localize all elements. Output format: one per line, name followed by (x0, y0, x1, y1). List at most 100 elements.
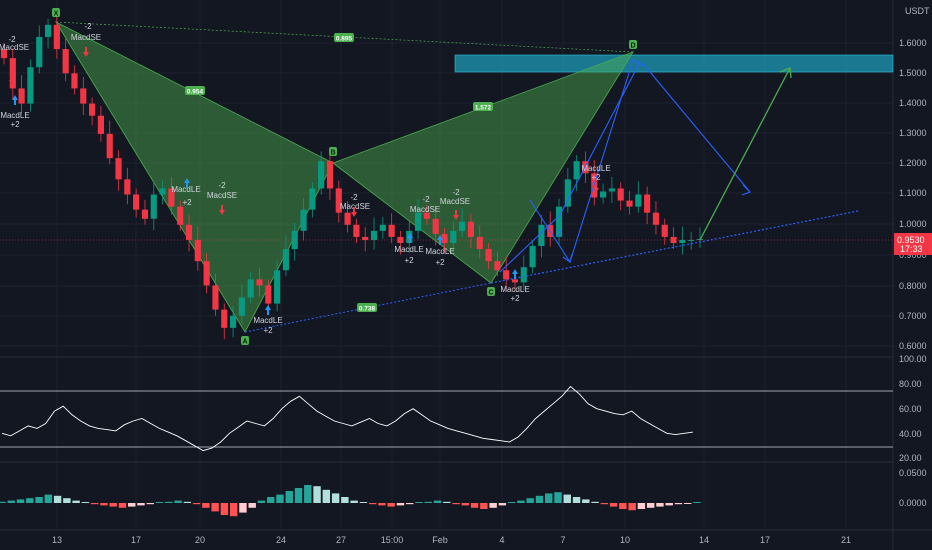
time-tick-label: 20 (195, 535, 205, 545)
candle-body (379, 224, 386, 231)
rsi-tick-label: 20.00 (899, 453, 922, 463)
macd-bar (582, 499, 590, 503)
macd-bar (646, 503, 655, 508)
candle-body (238, 297, 245, 316)
macd-bar (359, 502, 368, 503)
candle-body (635, 194, 642, 207)
price-tag-box (894, 233, 932, 255)
candle-body (221, 309, 228, 328)
candle-body (62, 49, 69, 74)
candle-body (600, 191, 607, 198)
candle-body (494, 261, 501, 271)
price-tick-label: 1.5000 (899, 68, 927, 78)
long-signal-label: MacdLE (500, 285, 529, 294)
short-signal-arrow (9, 75, 15, 85)
macd-bar (0, 501, 6, 503)
long-signal-label: MacdLE (253, 316, 282, 325)
short-signal-arrow (453, 210, 459, 220)
macd-bar (684, 503, 692, 504)
macd-bar (16, 499, 25, 503)
macd-bar (378, 503, 386, 506)
pattern-point-badge (487, 287, 495, 296)
rsi-line[interactable] (1, 385, 694, 452)
long-signal-label: +2 (10, 120, 20, 129)
price-tick-label: 1.1000 (899, 188, 927, 198)
rsi-tick-label: 60.00 (899, 404, 922, 414)
candle-body (27, 67, 34, 104)
macd-bar (545, 493, 553, 503)
price-tick-label: 0.8000 (899, 281, 927, 291)
long-signal-arrow (437, 235, 443, 245)
candle-body (203, 261, 210, 286)
candle-body (670, 236, 677, 243)
macd-bar (304, 485, 312, 503)
short-signal-label: MacdSE (410, 205, 440, 214)
candle-body (370, 230, 378, 240)
macd-bar (44, 494, 53, 503)
candle-body (53, 24, 60, 50)
long-signal-arrow (184, 178, 190, 188)
macd-bar (192, 503, 201, 505)
candle-body (688, 239, 695, 241)
candles-layer (0, 15, 704, 340)
long-signal-label: MacdLE (171, 185, 200, 194)
candle-body (450, 230, 457, 243)
candle-body (106, 133, 113, 159)
candle-body (679, 239, 686, 243)
price-tick-label: 0.6000 (899, 341, 927, 351)
long-signal-label: +2 (435, 258, 445, 267)
macd-bar (90, 503, 99, 505)
candle-body (564, 179, 571, 207)
short-signal-label: MacdSE (0, 43, 29, 52)
macd-histogram (0, 485, 701, 517)
candle-body (353, 224, 360, 237)
candle-body (344, 212, 351, 225)
long-signal-label: MacdLE (581, 164, 610, 173)
candle-body (133, 194, 140, 210)
candle-body (432, 218, 439, 234)
ratio-label: 0.738 (359, 306, 376, 313)
time-tick-label: Feb (432, 535, 448, 545)
macd-bar (452, 503, 460, 505)
macd-tick-label: 0.0500 (899, 468, 927, 478)
macd-bar (239, 503, 247, 513)
time-tick-label: 27 (336, 535, 346, 545)
candle-body (335, 188, 342, 213)
candle-body (194, 239, 201, 262)
short-signal-label: MacdSE (340, 202, 370, 211)
long-signal-label: +2 (591, 173, 601, 182)
candle-body (467, 221, 475, 237)
long-signal-arrow (265, 305, 271, 315)
long-signal-arrow (512, 269, 518, 279)
macd-bar (35, 497, 43, 503)
candle-body (150, 194, 157, 219)
price-tick-label: 1.2000 (899, 158, 927, 168)
macd-bar (165, 501, 173, 503)
macd-bar (118, 503, 127, 508)
short-signal-arrow (219, 205, 225, 215)
macd-bar (285, 491, 293, 503)
target-projection-line[interactable] (699, 67, 791, 241)
time-tick-label: 21 (841, 535, 851, 545)
price-tag-value: 0.9530 (897, 235, 925, 245)
short-signal-label: MacdSE (71, 33, 101, 42)
macd-bar (368, 503, 377, 505)
resistance-zone[interactable] (454, 54, 894, 73)
macd-bar (396, 503, 405, 506)
macd-bar (480, 503, 488, 509)
candle-body (485, 249, 492, 262)
candle-body (326, 161, 334, 189)
time-tick-label: 24 (276, 535, 286, 545)
macd-bar (591, 501, 599, 503)
short-signal-label: MacdSE (207, 191, 237, 200)
short-signal-arrow (83, 47, 89, 57)
price-tick-label: 1.0000 (899, 219, 927, 229)
macd-axis: 0.0500 0.0000 (899, 468, 927, 508)
candle-body (36, 36, 43, 68)
projection-path-1[interactable] (529, 59, 751, 264)
long-signal-arrow (12, 95, 18, 105)
candle-body (608, 188, 615, 192)
projection-path-2[interactable] (499, 61, 641, 273)
time-tick-label: 13 (52, 535, 62, 545)
